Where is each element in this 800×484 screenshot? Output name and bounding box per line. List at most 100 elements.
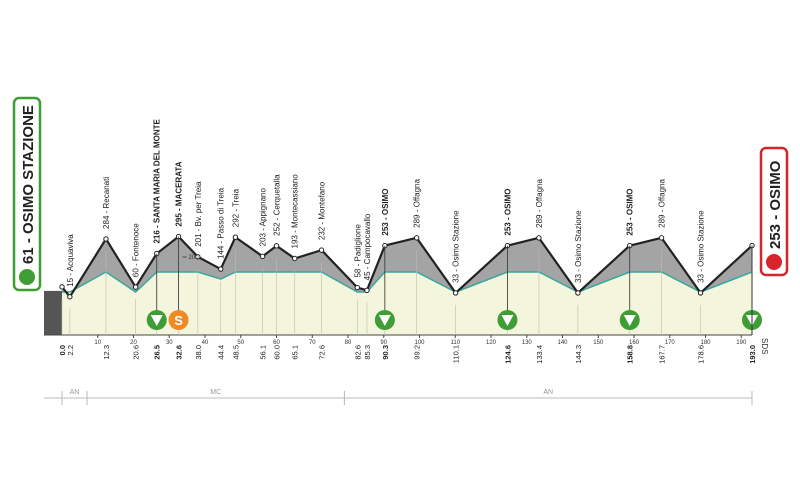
km-label: 193.0 [748,345,757,364]
start-icon [19,269,35,285]
x-tick-label: 120 [486,340,497,346]
point [67,294,73,300]
place-label: 289 - Offagna [413,179,422,228]
point [273,243,280,249]
x-tick-label: 100 [415,340,426,346]
x-tick-label: 40 [202,340,209,346]
km-label: 90.3 [381,345,390,360]
place-label: 253 - OSIMO [626,188,635,235]
place-label: 33 - Osimo Stazione [574,210,583,283]
zone-label: AN [70,389,80,396]
start-block [44,290,62,335]
x-tick-label: 170 [665,340,676,346]
sprint-arrow [501,315,514,326]
x-tick-label: 110 [450,340,460,346]
km-label: 65.1 [291,345,300,360]
kom-label: S [174,313,183,328]
point [536,235,542,241]
start-box [12,96,42,292]
km-label: 82.6 [353,345,362,360]
point [218,266,224,272]
finish-label: 253 - OSIMO [767,160,784,249]
km-label: 26.5 [153,345,162,360]
place-label: 144 - Passo di Treia [217,187,226,259]
point [292,255,298,262]
finish-icon [766,254,782,270]
x-tick-label: 30 [166,340,173,346]
km-label: 44.4 [217,345,226,360]
point [697,290,704,296]
point [195,254,201,260]
point [354,284,361,291]
km-label: 48.5 [231,345,240,360]
place-label: 232 - Montefano [318,181,327,240]
km-label: 12.3 [102,345,111,360]
x-tick-label: 20 [130,340,137,346]
place-label: 292 - Treia [231,188,240,227]
x-tick-label: 10 [94,340,101,346]
km-label: 56.1 [259,345,268,360]
finish-box [759,146,789,277]
x-tick-label: 70 [309,340,316,346]
place-label: 253 - OSIMO [503,188,512,235]
km-label: 72.6 [318,345,327,360]
x-tick-label: 60 [273,340,280,346]
place-label: 60 - Fontenoce [132,223,141,277]
x-tick-label: 190 [736,340,747,346]
x-tick-label: 160 [629,340,640,346]
place-label: 252 - Cerquetalla [273,174,282,236]
ground-area [62,272,752,335]
km-label: 99.2 [413,345,422,360]
sprint-arrow [623,315,636,326]
zone-label: MC [210,389,221,396]
place-label: 253 - OSIMO [381,188,390,235]
km-label: 158.8 [626,345,635,364]
place-label: 284 - Recanati [102,177,111,229]
y-tick-label: 200 [189,255,200,261]
point [232,234,239,240]
place-label: 33 - Osimo Stazione [452,210,461,283]
km-label: 85.3 [363,345,372,360]
km-label: 178.6 [697,345,706,364]
place-label: 201 - Bv. per Treia [194,181,203,247]
place-label: 295 - MACERATA [175,161,184,226]
place-label: 33 - Osimo Stazione [697,210,706,283]
place-label: 216 - SANTA MARIA DEL MONTE [153,118,162,243]
point [132,284,139,290]
place-label: 193 - Montecassiano [291,174,300,249]
place-label: 289 - Offagna [535,179,544,228]
km-label: 38.0 [194,345,203,360]
point [452,290,459,296]
point [364,287,370,294]
km-label: 60.0 [273,345,282,360]
start-label: 61 - OSIMO STAZIONE [20,105,37,264]
km-label: 110.1 [452,345,461,363]
km-label: 20.6 [132,345,141,360]
point [413,235,420,241]
sprint-arrow [150,315,163,326]
zone-label: AN [543,389,553,396]
point [575,290,581,296]
place-label: 15 - Acquaviva [66,234,75,287]
km-label: 0.0 [58,345,67,355]
km-label: 133.4 [535,345,544,364]
x-tick-label: 50 [237,340,244,346]
place-label: 203 - Appignano [259,188,268,247]
kom-marker [168,310,189,330]
place-label: 289 - Offagna [658,179,667,228]
point [103,236,109,242]
km-label: 124.6 [503,345,512,364]
km-label: 32.6 [175,345,184,360]
x-tick-label: 80 [345,340,352,346]
km-label: 167.7 [658,345,667,364]
x-tick-label: 180 [701,340,712,346]
km-label: 144.3 [574,345,583,364]
credit: SDS [760,338,769,354]
place-label: 58 - Padiglione [353,224,362,278]
point [259,253,266,260]
km-label: 2.2 [66,345,75,355]
place-label: 45 - Campocavallo [363,213,372,280]
point [318,247,325,253]
x-tick-label: 130 [522,340,533,346]
